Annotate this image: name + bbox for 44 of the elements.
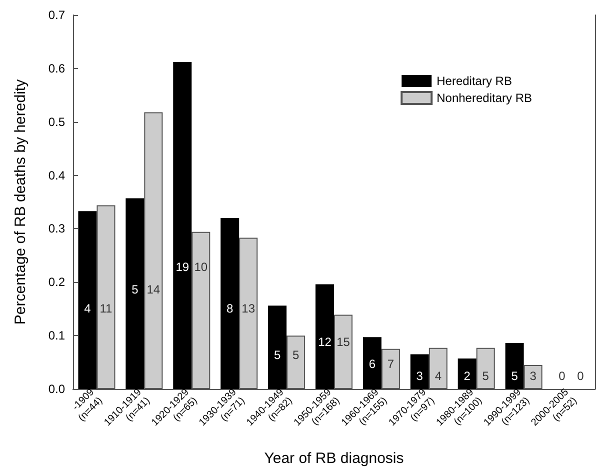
annotation: 4 [434, 369, 442, 384]
legend-label: Nonhereditary RB [436, 91, 532, 105]
annotation: 5 [292, 348, 300, 362]
bar [220, 218, 240, 389]
legend-label: Hereditary RB [436, 74, 512, 88]
bar [458, 358, 476, 389]
annotation: 4 [84, 301, 92, 316]
y-tick-label: 0.4 [48, 168, 66, 182]
y-tick-label: 0.6 [48, 61, 66, 76]
annotation: 2 [464, 369, 471, 384]
annotation: 10 [194, 260, 208, 274]
y-tick-label: 0.2 [48, 275, 66, 290]
annotation: 5 [274, 348, 281, 362]
annotation: 3 [530, 369, 537, 384]
y-tick-label: 0.5 [48, 114, 66, 129]
bar [268, 306, 287, 389]
y-tick-label: 0.1 [48, 328, 66, 343]
bar [362, 337, 382, 389]
bar [410, 354, 429, 389]
annotation: 5 [482, 369, 490, 384]
bar [78, 211, 97, 389]
annotation: 13 [242, 301, 256, 316]
y-tick-label: 0.7 [48, 8, 66, 22]
annotation: 0 [577, 369, 584, 383]
y-axis-title: Percentage of RB deaths by heredity [12, 78, 29, 325]
bar [315, 284, 334, 389]
annotation: 8 [226, 301, 234, 316]
annotation: 5 [511, 369, 518, 384]
bar [505, 343, 524, 389]
y-tick-label: 0.0 [48, 382, 66, 396]
annotation: 15 [336, 334, 350, 349]
bar [126, 198, 144, 389]
annotation: 11 [100, 301, 113, 316]
annotation: 19 [176, 260, 190, 274]
annotation: 0 [558, 369, 566, 383]
annotation: 5 [132, 282, 139, 297]
annotation: 14 [146, 282, 160, 297]
x-axis-title: Year of RB diagnosis [264, 450, 404, 467]
annotation: 3 [416, 369, 424, 384]
bar [173, 62, 192, 389]
annotation: 6 [368, 356, 376, 371]
annotation: 12 [318, 334, 332, 349]
annotation: 7 [387, 356, 394, 371]
y-tick-label: 0.3 [48, 222, 66, 236]
